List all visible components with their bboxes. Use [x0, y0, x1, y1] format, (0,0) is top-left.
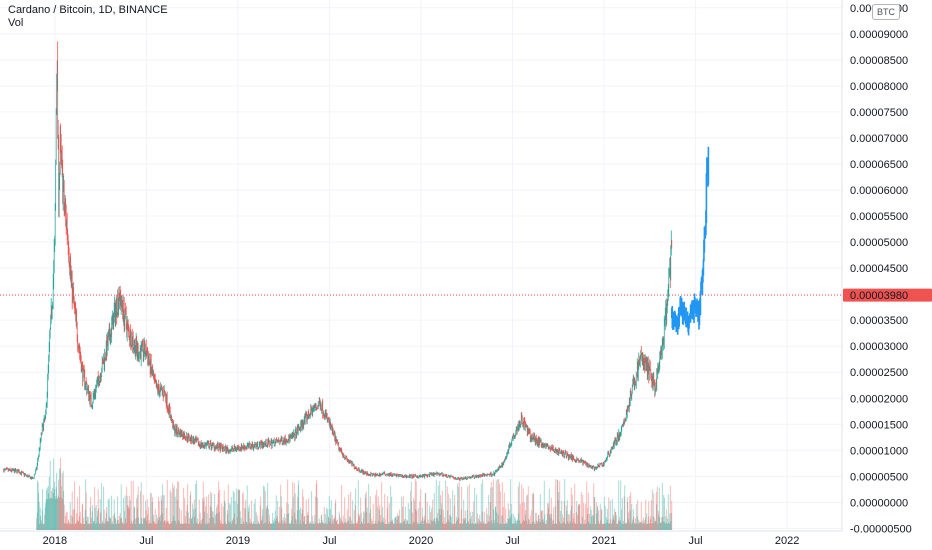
- y-tick-label: 0.00007500: [850, 107, 908, 119]
- y-tick-label: 0.00002500: [850, 367, 908, 379]
- x-tick-label: Jul: [689, 535, 703, 547]
- y-tick-label: 0.00000000: [850, 497, 908, 509]
- x-tick-label: 2022: [775, 535, 799, 547]
- y-tick-label: 0.00007000: [850, 133, 908, 145]
- current-price-label: 0.00003980: [850, 290, 908, 302]
- volume-bars: [36, 457, 673, 530]
- y-tick-label: 0.00006000: [850, 185, 908, 197]
- y-tick-label: 0.00004500: [850, 263, 908, 275]
- y-tick-label: 0.00001000: [850, 445, 908, 457]
- volume-indicator-label[interactable]: Vol: [8, 17, 24, 29]
- current-price-tag-bg: [843, 288, 932, 302]
- price-axis[interactable]: 0.000095000.000090000.000085000.00008000…: [850, 3, 912, 536]
- y-tick-label: 0.00001500: [850, 419, 908, 431]
- x-tick-label: 2020: [409, 535, 433, 547]
- grid-lines: [0, 0, 842, 531]
- symbol-title[interactable]: Cardano / Bitcoin, 1D, BINANCE: [8, 4, 168, 16]
- y-tick-label: 0.00006500: [850, 159, 908, 171]
- time-axis[interactable]: 2018 Jul 2019 Jul 2020 Jul 2021 Jul 2022: [43, 535, 800, 547]
- chart-legend: Cardano / Bitcoin, 1D, BINANCE Vol: [8, 4, 168, 30]
- x-tick-label: 2018: [43, 535, 67, 547]
- current-price-tag: 0.00003980: [843, 288, 932, 302]
- y-tick-label: 0.00002000: [850, 393, 908, 405]
- x-tick-label: 2019: [226, 535, 250, 547]
- currency-button[interactable]: BTC: [872, 4, 900, 20]
- x-tick-label: Jul: [322, 535, 336, 547]
- x-tick-label: 2021: [592, 535, 616, 547]
- y-tick-label: 0.00003500: [850, 315, 908, 327]
- y-tick-label: 0.00009000: [850, 29, 908, 41]
- y-tick-label: 0.00005000: [850, 237, 908, 249]
- x-tick-label: Jul: [139, 535, 153, 547]
- y-tick-label: 0.00008500: [850, 55, 908, 67]
- y-tick-label: 0.00005500: [850, 211, 908, 223]
- y-tick-label: -0.00000500: [850, 523, 912, 535]
- y-tick-label: 0.00000500: [850, 471, 908, 483]
- x-tick-label: Jul: [505, 535, 519, 547]
- price-axis-bg: [842, 0, 932, 550]
- projection-series: [670, 146, 710, 336]
- y-tick-label: 0.00008000: [850, 81, 908, 93]
- y-tick-label: 0.00003000: [850, 341, 908, 353]
- candlestick-series: [3, 41, 673, 481]
